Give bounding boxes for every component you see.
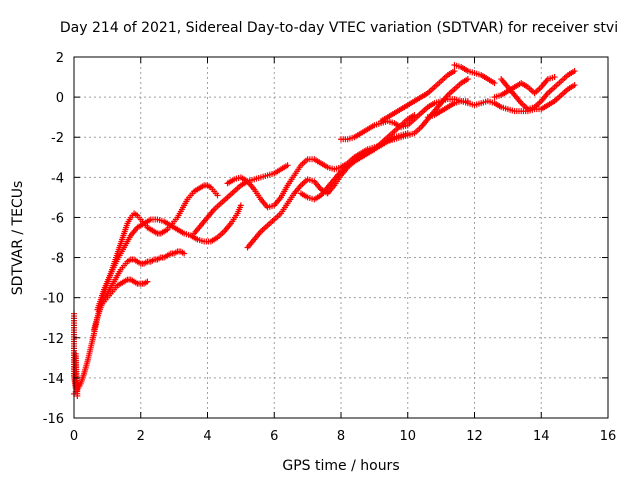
series-arc-f (224, 142, 385, 211)
data-point (214, 192, 221, 199)
x-tick-label: 14 (533, 429, 550, 444)
y-tick-label: -12 (43, 332, 64, 347)
series-arc-a (71, 182, 221, 397)
x-tick-label: 10 (399, 429, 416, 444)
data-point (74, 392, 81, 399)
series-arc-c (101, 276, 151, 305)
series-arc-n (498, 68, 578, 113)
data-point (571, 82, 578, 89)
x-tick-label: 16 (600, 429, 617, 444)
data-point (237, 202, 244, 209)
y-axis-label: SDTVAR / TECUs (10, 181, 26, 296)
x-tick-label: 2 (137, 429, 145, 444)
data-point (181, 250, 188, 257)
series-arc-o (491, 74, 558, 101)
axis-ticks: 0 2 4 6 8 10 12 14 16 -16 -14 -12 -10 -8 -6 -4 -2 0 2 (43, 51, 617, 444)
x-tick-label: 12 (466, 429, 483, 444)
y-tick-label: -4 (51, 171, 64, 186)
data-point (551, 74, 558, 81)
x-tick-label: 6 (270, 429, 278, 444)
x-tick-label: 0 (70, 429, 78, 444)
series-arc-d (94, 202, 244, 313)
x-tick-label: 4 (203, 429, 211, 444)
x-axis-label: GPS time / hours (282, 458, 399, 474)
y-tick-label: 0 (56, 91, 64, 106)
y-tick-label: -2 (51, 131, 64, 146)
y-tick-label: -14 (43, 372, 64, 387)
x-tick-label: 8 (337, 429, 345, 444)
data-point (571, 68, 578, 75)
series-arc-b (91, 248, 188, 333)
y-tick-label: -8 (51, 252, 64, 267)
y-tick-label: -16 (43, 412, 64, 427)
series-arc-k (378, 68, 458, 125)
data-point (491, 80, 498, 87)
data-point (451, 68, 458, 75)
y-tick-label: 2 (56, 51, 64, 66)
series-arc-m (451, 62, 498, 87)
data-point (144, 278, 151, 285)
chart-title: Day 214 of 2021, Sidereal Day-to-day VTE… (60, 20, 618, 36)
data-points (71, 62, 578, 399)
y-tick-label: -10 (43, 292, 64, 307)
data-point (284, 162, 291, 169)
data-point (464, 76, 471, 83)
y-tick-label: -6 (51, 211, 64, 226)
series-arc-e (191, 162, 291, 237)
